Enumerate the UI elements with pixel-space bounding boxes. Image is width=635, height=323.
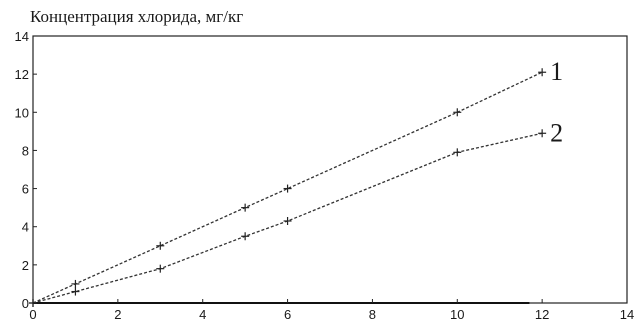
data-point <box>283 216 292 225</box>
data-point <box>241 232 250 241</box>
y-tick-label: 8 <box>22 143 29 158</box>
series-label: 1 <box>550 57 563 86</box>
data-point <box>71 279 80 288</box>
data-point <box>453 148 462 157</box>
data-point <box>538 68 547 77</box>
data-point <box>29 299 37 307</box>
y-tick-label: 12 <box>15 67 29 82</box>
x-tick-label: 10 <box>450 307 464 322</box>
x-tick-label: 8 <box>369 307 376 322</box>
x-tick-label: 6 <box>284 307 291 322</box>
x-tick-label: 12 <box>535 307 549 322</box>
data-point <box>156 241 165 250</box>
x-tick-label: 0 <box>29 307 36 322</box>
y-tick-label: 6 <box>22 182 29 197</box>
data-point <box>453 108 462 117</box>
y-tick-label: 10 <box>15 105 29 120</box>
y-tick-label: 2 <box>22 258 29 273</box>
x-axis-ticks: 0 2 4 6 8 10 12 14 <box>29 299 634 322</box>
y-axis-ticks: 0 2 4 6 8 10 12 14 <box>15 29 37 311</box>
x-tick-label: 4 <box>199 307 206 322</box>
y-tick-label: 4 <box>22 220 29 235</box>
axes <box>32 35 628 304</box>
series-group: 12 <box>29 57 563 307</box>
data-point <box>156 264 165 273</box>
series-label: 2 <box>550 118 563 147</box>
y-tick-label: 14 <box>15 29 29 44</box>
data-point <box>538 129 547 138</box>
y-tick-label: 0 <box>22 296 29 311</box>
data-point <box>71 287 80 296</box>
chart-title: Концентрация хлорида, мг/кг <box>30 7 243 26</box>
x-tick-label: 14 <box>620 307 634 322</box>
data-point <box>241 203 250 212</box>
x-tick-label: 2 <box>114 307 121 322</box>
data-point <box>283 184 292 193</box>
